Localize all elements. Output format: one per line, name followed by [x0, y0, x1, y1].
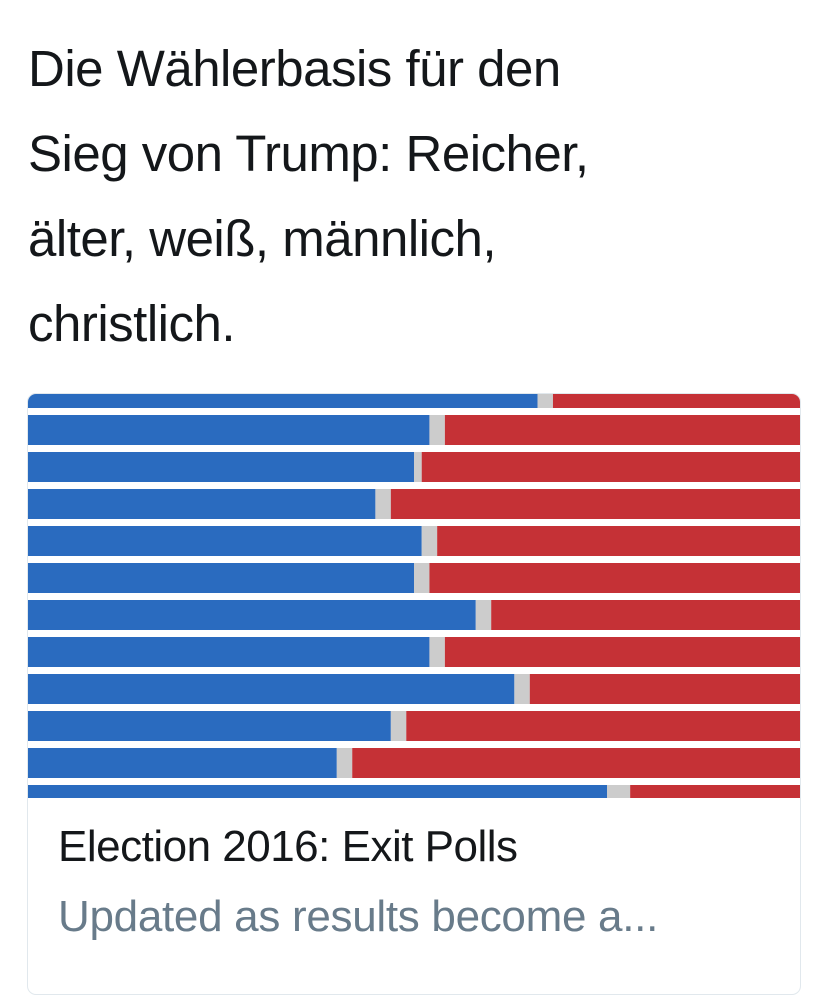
bar-segment	[28, 674, 515, 704]
bar-segment	[28, 563, 414, 593]
bar-segment	[352, 748, 800, 778]
bar-segment	[28, 637, 430, 667]
link-card[interactable]: Election 2016: Exit Polls Updated as res…	[27, 393, 801, 995]
bar-segment	[475, 600, 492, 630]
page: Die Wählerbasis für den Sieg von Trump: …	[27, 26, 818, 995]
bar-segment	[421, 526, 438, 556]
bar-segment	[429, 415, 445, 445]
bar-segment	[537, 394, 553, 408]
bar-segment	[514, 674, 530, 704]
bar-segment	[414, 452, 422, 482]
bar-segment	[28, 526, 422, 556]
bar-segment	[630, 785, 800, 798]
bar-segment	[429, 563, 800, 593]
bar-segment	[607, 785, 631, 798]
bar-segment	[421, 452, 800, 482]
bar-segment	[491, 600, 800, 630]
bar-segment	[28, 748, 337, 778]
bar-segment	[28, 489, 376, 519]
bar-segment	[375, 489, 391, 519]
bar-segment	[336, 748, 353, 778]
bar-segment	[552, 394, 800, 408]
bar-segment	[28, 415, 430, 445]
bar-segment	[444, 415, 800, 445]
tweet-line: Die Wählerbasis für den	[28, 40, 561, 97]
bar-segment	[28, 785, 607, 798]
bar-segment	[414, 563, 430, 593]
bar-segment	[390, 489, 800, 519]
bar-segment	[437, 526, 800, 556]
card-image	[28, 394, 800, 798]
bar-segment	[529, 674, 800, 704]
tweet-line: christlich.	[28, 295, 236, 352]
bar-segment	[28, 452, 414, 482]
bar-segment	[28, 711, 391, 741]
bar-segment	[444, 637, 800, 667]
bar-segment	[28, 600, 476, 630]
card-title: Election 2016: Exit Polls	[58, 822, 518, 871]
tweet-line: älter, weiß, männlich,	[28, 210, 497, 267]
bar-segment	[429, 637, 445, 667]
bar-segment	[406, 711, 800, 741]
tweet-line: Sieg von Trump: Reicher,	[28, 125, 589, 182]
bar-segment	[390, 711, 407, 741]
tweet-text: Die Wählerbasis für den Sieg von Trump: …	[28, 26, 818, 366]
card-description: Updated as results become a...	[58, 892, 658, 941]
bar-segment	[28, 394, 538, 408]
